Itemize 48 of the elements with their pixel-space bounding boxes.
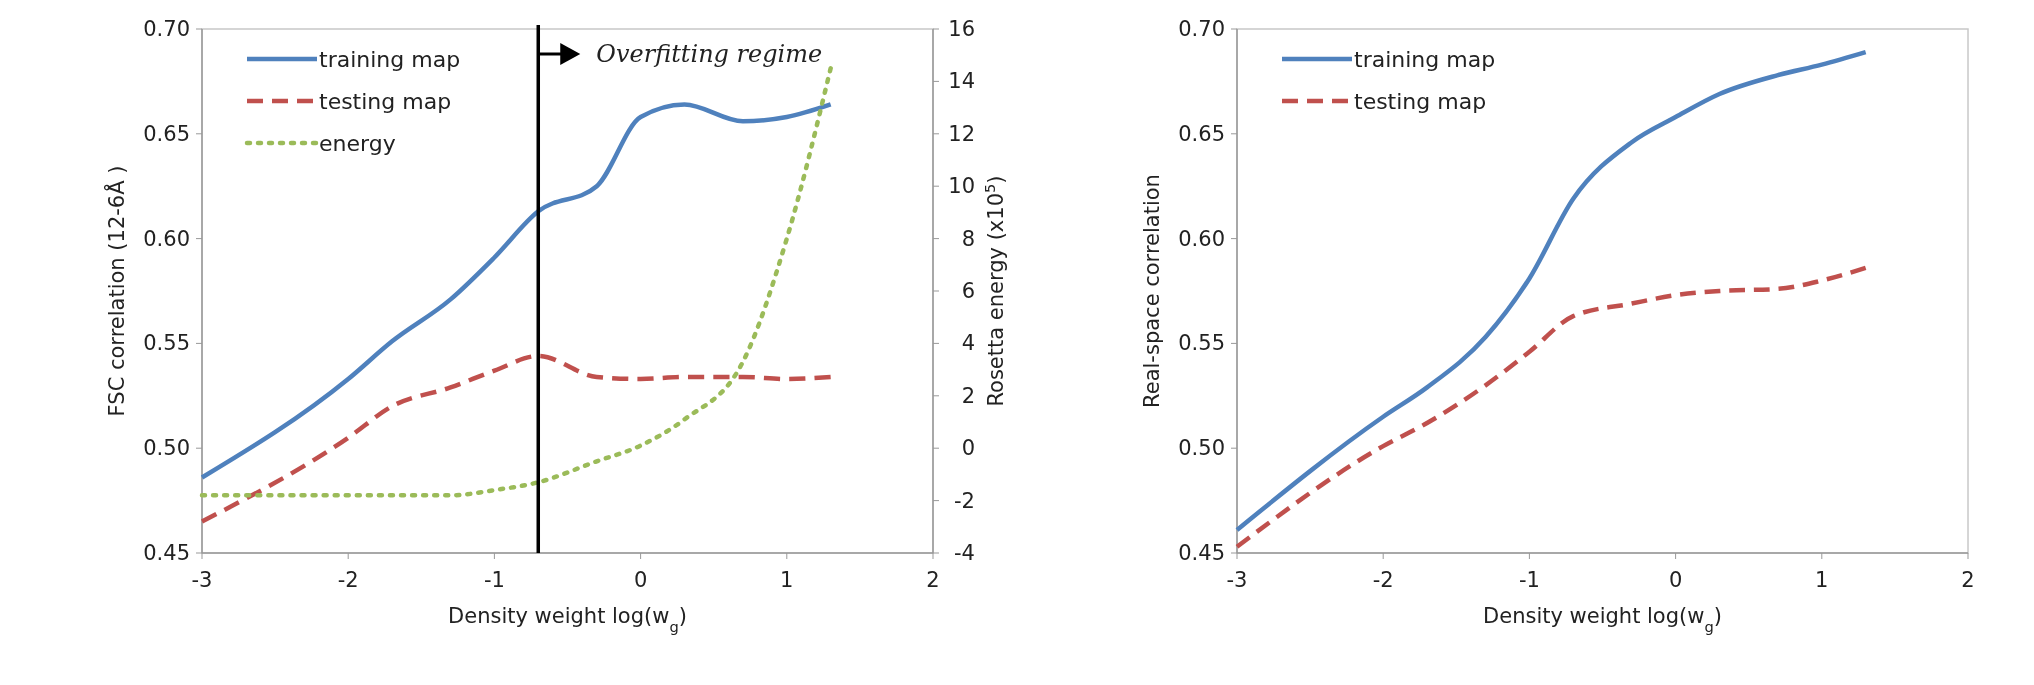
y2-tick-label: 12 [948,121,975,146]
y-tick-label: 0.60 [143,226,190,251]
x-axis-title: Density weight log(w$_{g}$) [1483,604,1722,635]
y-tick-label: 0.70 [143,17,190,41]
y2-tick-label: -2 [954,488,975,513]
x-tick-label: 0 [633,568,648,592]
y2-tick-label: 8 [961,226,975,251]
x-tick-label: 2 [1961,568,1975,592]
legend-label: energy [319,131,396,156]
y2-tick-label: 16 [948,17,975,41]
y2-tick-label: 14 [948,69,975,94]
y-axis-title: Real-space correlation [1140,174,1164,408]
y2-tick-label: 4 [961,331,975,356]
x-tick-label: 1 [1815,568,1829,592]
line-series [1234,49,1868,533]
x-tick-label: -1 [1518,568,1540,592]
y-tick-label: 0.65 [143,121,190,146]
x-axis-title: Density weight log(w$_{g}$) [448,604,687,635]
legend-label: training map [319,47,461,72]
y-tick-label: 0.60 [1178,226,1225,251]
y-tick-label: 0.50 [1178,436,1225,461]
x-tick-label: -2 [337,568,359,592]
x-tick-label: -3 [191,568,213,592]
line-series [199,353,833,524]
y-tick-label: 0.45 [1178,541,1225,565]
y2-tick-label: -4 [954,541,975,565]
ref-line-label: Overfitting regime [596,40,823,68]
line-series [1234,265,1868,549]
x-tick-label: 2 [926,568,940,592]
x-tick-label: 1 [780,568,794,592]
y-tick-label: 0.50 [143,436,190,461]
y-tick-label: 0.55 [143,331,190,356]
y-axis-title: FSC correlation (12-6Å ) [103,165,129,417]
y-tick-label: 0.65 [1178,121,1225,146]
y-tick-label: 0.45 [143,541,190,565]
y2-tick-label: 0 [961,436,975,461]
legend-label: testing map [319,89,452,114]
x-tick-label: -1 [483,568,505,592]
y2-tick-label: 10 [948,174,975,199]
x-tick-label: -2 [1372,568,1394,592]
y-tick-label: 0.70 [1178,17,1225,41]
x-tick-label: -3 [1226,568,1248,592]
legend-label: testing map [1354,89,1487,114]
y-tick-label: 0.55 [1178,331,1225,356]
y2-tick-label: 2 [961,383,975,408]
y2-tick-label: 6 [961,279,975,303]
legend-label: training map [1354,47,1496,72]
x-tick-label: 0 [1668,568,1683,592]
